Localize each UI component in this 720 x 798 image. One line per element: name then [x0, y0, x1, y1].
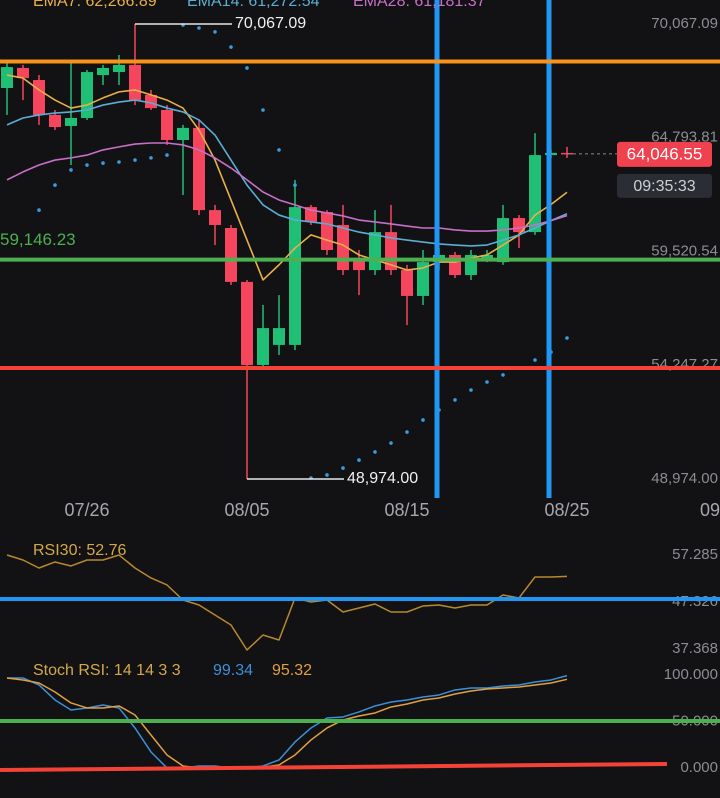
- rsi-tick-label: 57.285: [672, 546, 718, 563]
- sar-dot: [213, 30, 217, 34]
- stoch-tick-label: 0.000: [680, 759, 718, 776]
- front-layer: 59,146.23 70,067.09 48,974.00 64,046.55 09:3…: [0, 0, 720, 679]
- candle-body: [49, 114, 61, 128]
- sar-dot: [245, 66, 249, 70]
- sar-dot: [325, 473, 329, 477]
- price-tag-box: [617, 141, 712, 167]
- countdown: 09:35:33: [633, 178, 695, 195]
- sar-dot: [485, 380, 489, 384]
- stoch-value: 95.32: [272, 662, 312, 679]
- candle-body: [97, 67, 109, 76]
- candle-body: [161, 110, 173, 140]
- sar-dot: [229, 45, 233, 49]
- y-tick-label: 48,974.00: [651, 470, 718, 487]
- candle-body: [401, 270, 413, 296]
- candle-body: [289, 207, 301, 345]
- sar-dot: [469, 388, 473, 392]
- x-tick-label: 08/25: [544, 500, 589, 520]
- stoch-tick-label: 100.000: [664, 666, 718, 683]
- rsi-line: [6, 554, 568, 651]
- candle-body: [321, 212, 333, 250]
- price-tag: 64,046.55: [627, 144, 703, 163]
- sar-dot: [101, 161, 105, 165]
- x-tick-label: 08/15: [384, 500, 429, 520]
- candle-body: [257, 328, 269, 365]
- ema-line: [6, 99, 568, 247]
- sar-dot: [357, 458, 361, 462]
- stoch-legend: Stoch RSI: 14 14 3 3: [33, 662, 181, 679]
- candle-body: [113, 64, 125, 73]
- x-tick-label: 09: [700, 500, 720, 520]
- sar-dot: [277, 148, 281, 152]
- sar-dot: [293, 183, 297, 187]
- candle-body: [369, 232, 381, 271]
- sar-dot: [501, 373, 505, 377]
- countdown-box: [617, 173, 712, 198]
- sar-dot: [421, 418, 425, 422]
- sar-dot: [85, 163, 89, 167]
- candle-body: [417, 262, 429, 296]
- candle-body: [225, 227, 237, 282]
- sar-dot: [117, 160, 121, 164]
- candle-body: [81, 72, 93, 118]
- candle-body: [1, 67, 13, 89]
- candle-body: [241, 281, 253, 365]
- ema-legend: EMA28: 61,181.37: [353, 0, 486, 10]
- y-tick-label: 59,520.54: [651, 242, 718, 259]
- sar-dot: [389, 441, 393, 445]
- candle-body: [209, 210, 221, 225]
- sar-dot: [341, 466, 345, 470]
- candle-body: [193, 127, 205, 211]
- stoch-drawing: [0, 762, 668, 772]
- y-tick-label: 54,247.27: [651, 356, 718, 373]
- candle-body: [17, 67, 29, 79]
- candle-body: [481, 254, 493, 258]
- rsi-tick-label: 37.368: [672, 640, 718, 657]
- candle-body: [129, 64, 141, 101]
- back-layer: 70,067.09 64,793.81 59,520.54 54,247.27 48,9…: [64, 15, 720, 776]
- sar-dot: [533, 358, 537, 362]
- low-label: 48,974.00: [347, 470, 418, 487]
- y-tick-label: 70,067.09: [651, 15, 718, 32]
- stoch-line: [6, 677, 568, 769]
- ema-legend: EMA14: 61,272.54: [187, 0, 320, 10]
- sar-dot: [405, 430, 409, 434]
- y-tick-label: 64,793.81: [651, 129, 718, 146]
- sar-dot: [69, 168, 73, 172]
- price-line-label: 59,146.23: [0, 230, 76, 249]
- ema-line: [6, 142, 568, 232]
- rsi-legend: RSI30: 52.76: [33, 542, 127, 559]
- x-tick-label: 08/05: [224, 500, 269, 520]
- candle-body: [177, 127, 189, 140]
- stoch-line: [7, 674, 568, 769]
- ema-legend: EMA7: 62,266.89: [33, 0, 157, 10]
- sar-dot: [453, 398, 457, 402]
- candle-body: [65, 117, 77, 126]
- sar-dot: [165, 153, 169, 157]
- marks-layer: [1, 23, 573, 769]
- drawings-layer: [0, 0, 720, 772]
- candle-body: [33, 80, 45, 115]
- high-label: 70,067.09: [235, 15, 306, 32]
- sar-dot: [565, 336, 569, 340]
- sar-dot: [133, 158, 137, 162]
- sar-dot: [197, 26, 201, 30]
- candle-body: [273, 328, 285, 345]
- x-tick-label: 07/26: [64, 500, 109, 520]
- sar-dot: [53, 183, 57, 187]
- sar-dot: [261, 108, 265, 112]
- stoch-value: 99.34: [213, 662, 253, 679]
- ema-line: [6, 74, 568, 281]
- candle-body: [145, 94, 157, 109]
- sar-dot: [373, 450, 377, 454]
- sar-dot: [37, 208, 41, 212]
- rsi-tick-label: 47.326: [672, 593, 718, 610]
- sar-dot: [149, 156, 153, 160]
